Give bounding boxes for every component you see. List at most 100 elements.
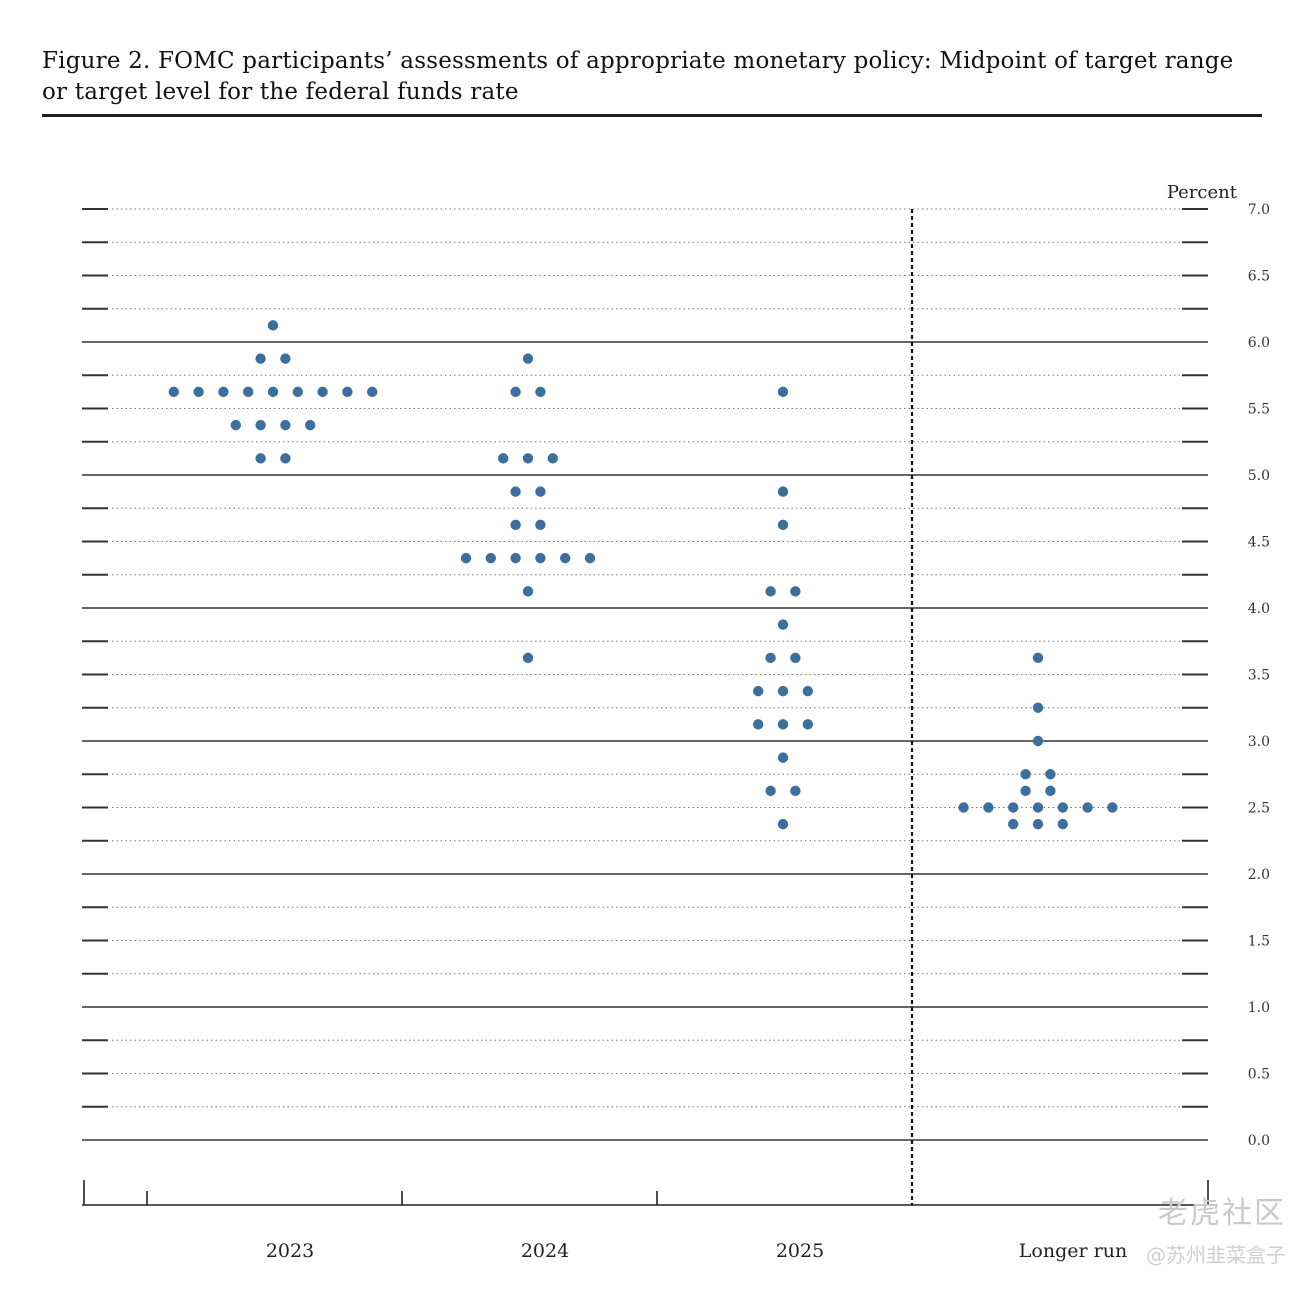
participant-dot [280,453,291,464]
participant-dot [777,486,789,497]
participant-dot [218,386,229,398]
participant-dot [765,785,776,797]
y-tick-label: 3.0 [1248,734,1270,750]
y-tick-label: 5.5 [1248,402,1270,418]
participant-dot [983,802,994,813]
participant-dot [560,552,571,564]
participant-dot [765,652,776,664]
participant-dot [1057,802,1069,813]
y-tick-label: 6.0 [1248,335,1270,351]
participant-dot [280,353,291,364]
participant-dot [305,419,316,431]
participant-dot [802,685,813,697]
participant-dot [522,586,534,597]
participant-dot [790,652,801,664]
participant-dot [777,752,789,763]
y-tick-label: 4.5 [1248,535,1270,551]
participant-dot [522,353,534,364]
participant-dot [535,386,546,398]
y-tick-label: 5.0 [1248,468,1270,484]
y-tick-label: 2.5 [1248,801,1270,817]
participant-dot [510,386,521,398]
participant-dot [255,453,266,464]
participant-dot [958,802,969,813]
participant-dot [765,586,776,597]
y-tick-label: 1.0 [1248,1000,1270,1016]
x-category-label: 2025 [776,1240,824,1262]
participant-dot [1045,769,1056,780]
participant-dot [367,386,378,398]
participant-dot [753,719,764,730]
x-category-label: 2024 [521,1240,569,1262]
participant-dot [510,519,521,531]
y-axis-unit-label: Percent [1167,182,1238,203]
participant-dot [510,552,521,564]
participant-dot [535,486,546,497]
title-rule [42,114,1262,117]
dots [168,320,1118,830]
gridlines [82,208,1208,1141]
participant-dot [317,386,328,398]
participant-dot [535,552,546,564]
participant-dot [1020,769,1031,780]
participant-dot [243,386,254,398]
x-category-label: Longer run [1019,1240,1127,1262]
participant-dot [255,419,266,431]
participant-dot [777,818,789,830]
participant-dot [193,386,204,398]
axes: 0.0 0.5 1.0 1.5 2.0 2.5 3.0 3.5 4.0 4.5 5.0 5.5 6.0 6… [82,202,1270,1262]
participant-dot [1107,802,1118,813]
participant-dot [280,419,291,431]
participant-dot [1008,818,1019,830]
participant-dot [535,519,546,531]
participant-dot [753,685,764,697]
participant-dot [1045,785,1056,797]
participant-dot [510,486,521,497]
watermark-logo: 老虎社区 [1158,1196,1286,1231]
participant-dot [267,386,279,398]
participant-dot [168,386,179,398]
y-tick-label: 0.0 [1248,1133,1270,1149]
participant-dot [460,552,472,564]
participant-dot [1020,785,1031,797]
y-tick-label: 6.5 [1248,269,1270,285]
participant-dot [267,320,279,331]
participant-dot [1032,652,1044,664]
participant-dot [1032,818,1044,830]
participant-dot [790,586,801,597]
participant-dot [1008,802,1019,813]
participant-dot [790,785,801,797]
y-tick-label: 1.5 [1248,934,1270,950]
participant-dot [777,619,789,630]
participant-dot [1057,818,1069,830]
y-tick-label: 2.0 [1248,867,1270,883]
participant-dot [777,519,789,531]
participant-dot [292,386,303,398]
participant-dot [342,386,353,398]
watermark-handle: @苏州韭菜盒子 [1146,1243,1286,1267]
participant-dot [584,552,596,564]
participant-dot [1032,702,1044,713]
watermark: 老虎社区 @苏州韭菜盒子 [1146,1196,1286,1268]
participant-dot [777,719,789,730]
participant-dot [230,419,241,431]
y-tick-label: 3.5 [1248,668,1270,684]
participant-dot [255,353,266,364]
participant-dot [547,453,558,464]
participant-dot [1082,802,1093,813]
participant-dot [777,685,789,697]
participant-dot [1032,802,1044,813]
participant-dot [522,453,534,464]
participant-dot [1032,735,1044,747]
y-tick-label: 4.0 [1248,601,1270,617]
participant-dot [802,719,813,730]
y-tick-label: 7.0 [1248,202,1270,218]
participant-dot [777,386,789,398]
participant-dot [485,552,496,564]
figure-title: Figure 2. FOMC participants’ assessments… [42,48,1234,105]
participant-dot [522,652,534,664]
y-tick-label: 0.5 [1248,1067,1270,1083]
x-category-label: 2023 [266,1240,314,1262]
participant-dot [498,453,509,464]
